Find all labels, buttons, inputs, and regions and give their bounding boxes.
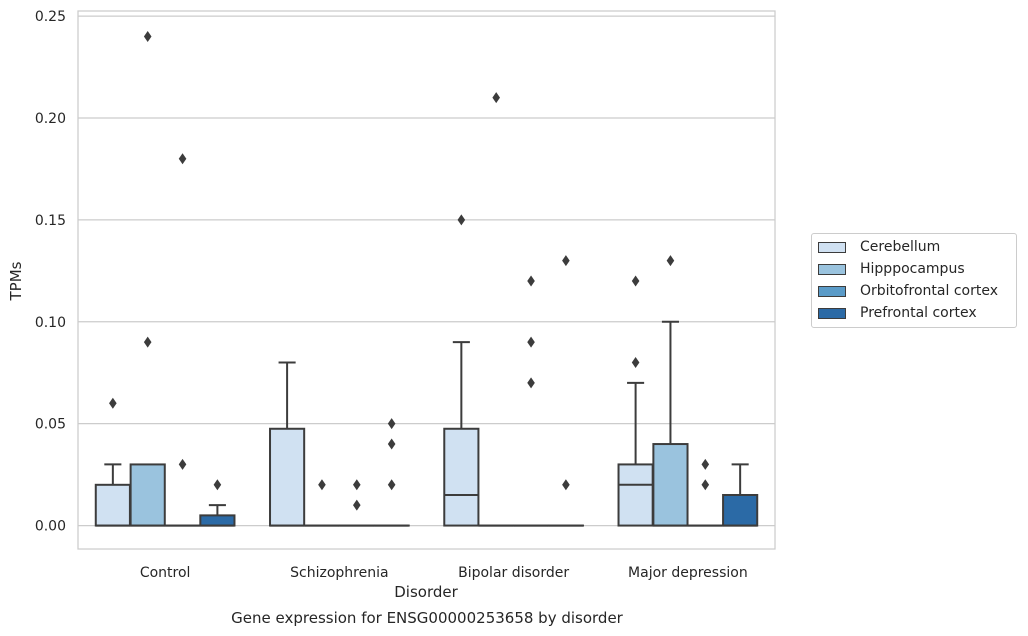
outlier-point (353, 479, 361, 491)
box-body (617, 463, 654, 527)
legend: Cerebellum Hipppocampus Orbitofrontal co… (811, 233, 1017, 328)
legend-item-hippocampus: Hipppocampus (818, 259, 965, 279)
legend-swatch-orbitofrontal-cortex (818, 285, 846, 297)
y-tick-label: 0.25 (35, 9, 66, 25)
outlier-point (701, 458, 710, 470)
outlier-point (631, 275, 640, 287)
box-1-2 (478, 92, 515, 527)
legend-label-prefrontal-cortex: Prefrontal cortex (860, 305, 977, 321)
x-tick-label: Schizophrenia (290, 565, 388, 581)
box-1-0 (129, 30, 166, 527)
box-3-2 (547, 255, 584, 527)
legend-label-orbitofrontal-cortex: Orbitofrontal cortex (860, 283, 998, 299)
box-body (129, 463, 166, 527)
outlier-point (213, 479, 222, 491)
box-1-1 (303, 479, 341, 527)
y-tick-label: 0.20 (35, 111, 66, 127)
x-tick-label: Major depression (628, 565, 748, 581)
outlier-point (562, 255, 570, 267)
legend-swatch-cerebellum (818, 241, 846, 253)
y-tick-label: 0.05 (35, 417, 66, 433)
outlier-point (701, 479, 710, 491)
outlier-point (318, 479, 326, 491)
box-3-1 (373, 418, 410, 527)
legend-item-prefrontal-cortex: Prefrontal cortex (818, 303, 977, 323)
x-tick-label: Bipolar disorder (458, 565, 569, 581)
box-2-0 (164, 153, 201, 527)
box-body (94, 483, 131, 527)
box-3-3 (722, 463, 759, 527)
legend-item-cerebellum: Cerebellum (818, 237, 940, 257)
box-body (443, 427, 480, 527)
outlier-point (666, 255, 675, 267)
outlier-point (109, 397, 117, 409)
outlier-point (143, 30, 152, 42)
outlier-point (387, 418, 396, 430)
box-body (652, 443, 689, 527)
outlier-point (178, 153, 187, 165)
box-0-3 (617, 275, 654, 527)
outlier-point (562, 479, 570, 491)
y-tick-label: 0.10 (35, 315, 66, 331)
outlier-point (387, 479, 396, 491)
box-1-3 (652, 255, 689, 527)
y-axis-label: TPMs (7, 261, 25, 301)
x-axis-ticks: Control Schizophrenia Bipolar disorder Majo… (140, 565, 748, 581)
box-body (269, 427, 306, 527)
box-2-3 (687, 458, 724, 527)
legend-swatch-prefrontal-cortex (818, 307, 846, 319)
outlier-point (143, 336, 152, 348)
box-3-0 (199, 479, 236, 527)
y-tick-label: 0.15 (35, 213, 66, 229)
x-tick-label: Control (140, 565, 191, 581)
legend-label-hippocampus: Hipppocampus (860, 261, 965, 277)
box-2-2 (512, 275, 550, 527)
outlier-point (492, 92, 500, 104)
legend-swatch-hippocampus (818, 263, 846, 275)
outlier-point (631, 357, 640, 369)
box-body (722, 493, 759, 527)
chart-title: Gene expression for ENSG00000253658 by d… (231, 609, 624, 627)
x-axis-label: Disorder (394, 583, 458, 601)
outlier-point (527, 377, 535, 389)
outlier-point (457, 214, 466, 226)
legend-item-orbitofrontal-cortex: Orbitofrontal cortex (818, 281, 998, 301)
outlier-point (527, 336, 535, 348)
y-axis-ticks: 0.00 0.05 0.10 0.15 0.20 0.25 (35, 9, 66, 534)
box-0-2 (443, 214, 480, 527)
legend-label-cerebellum: Cerebellum (860, 239, 941, 255)
outlier-point (387, 438, 396, 450)
plot-frame (77, 10, 776, 550)
box-body (199, 514, 236, 527)
outlier-point (527, 275, 535, 287)
outlier-point (178, 458, 187, 470)
box-2-1 (338, 479, 375, 527)
box-marks (94, 30, 759, 527)
outlier-point (353, 499, 361, 511)
box-0-0 (94, 397, 131, 527)
y-tick-label: 0.00 (35, 519, 66, 535)
box-0-1 (269, 361, 306, 527)
